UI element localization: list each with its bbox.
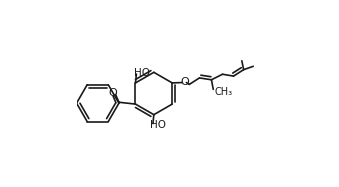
Text: O: O — [180, 77, 189, 87]
Text: HO: HO — [150, 120, 166, 130]
Text: O: O — [108, 88, 117, 98]
Text: HO: HO — [134, 68, 149, 78]
Text: CH₃: CH₃ — [214, 87, 232, 97]
